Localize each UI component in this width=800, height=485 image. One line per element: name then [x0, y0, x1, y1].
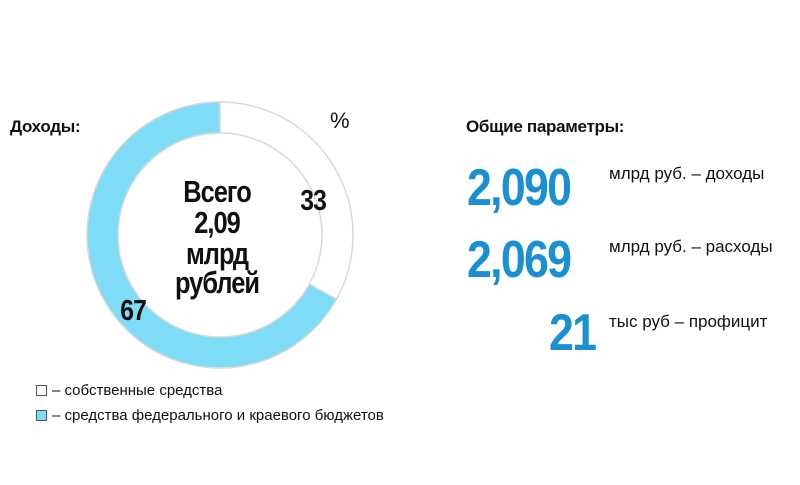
- expense-number: 2,069: [467, 231, 572, 289]
- legend-item-budget: – средства федерального и краевого бюдже…: [36, 407, 384, 424]
- center-text-line-4: рублей: [174, 265, 260, 300]
- params-title: Общие параметры:: [466, 117, 625, 136]
- legend-swatch-own: [36, 385, 47, 396]
- center-text-line-1: Всего: [183, 174, 251, 209]
- legend-text-budget: – средства федерального и краевого бюдже…: [52, 407, 384, 424]
- center-text-line-3: млрд: [185, 236, 249, 271]
- income-number: 2,090: [467, 159, 572, 217]
- slice-label-budget: 67: [120, 295, 147, 327]
- income-label: млрд руб. – доходы: [609, 164, 765, 183]
- legend-item-own: – собственные средства: [36, 382, 222, 399]
- center-text-line-2: 2,09: [194, 205, 241, 240]
- surplus-number: 21: [549, 304, 597, 362]
- slice-label-own: 33: [300, 185, 327, 217]
- income-title: Доходы:: [10, 117, 81, 136]
- donut-slice-budget: [86, 101, 338, 369]
- legend-text-own: – собственные средства: [52, 382, 223, 399]
- percent-unit-label: %: [330, 108, 350, 133]
- expense-label: млрд руб. – расходы: [609, 237, 773, 256]
- surplus-label: тыс руб – профицит: [609, 312, 768, 331]
- legend-swatch-budget: [36, 410, 47, 421]
